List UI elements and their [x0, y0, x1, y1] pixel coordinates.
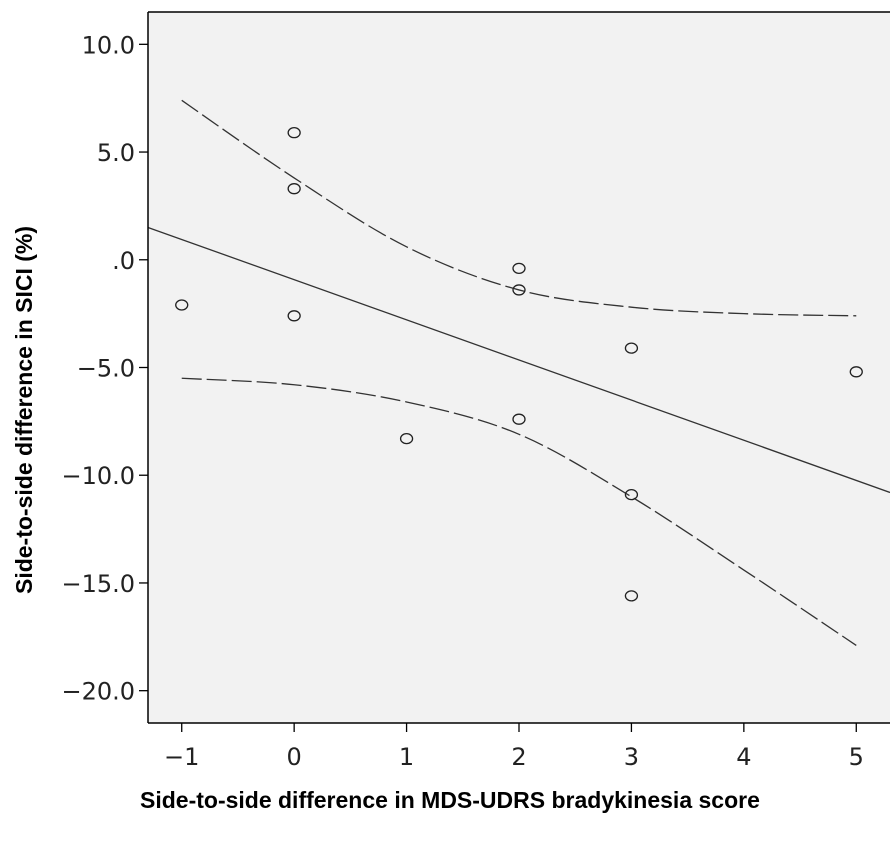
- data-point: [287, 127, 301, 139]
- ci-upper-line: [181, 99, 857, 317]
- data-point: [624, 488, 639, 501]
- ci-lower-line: [181, 377, 857, 646]
- data-point: [512, 284, 526, 296]
- data-point: [287, 310, 301, 322]
- x-tick-label: 2: [511, 743, 526, 771]
- y-tick-label: .0: [112, 247, 135, 275]
- x-axis-label: Side-to-side difference in MDS-UDRS brad…: [140, 787, 760, 813]
- axes-layer: 10.0 5.0 .0 −5.0 −10.0 −15.0 −20.0 −1 0 1 2 3 4 5: [61, 11, 890, 771]
- data-point: [175, 299, 189, 311]
- y-axis-label: Side-to-side difference in SICI (%): [11, 226, 37, 594]
- data-point: [287, 183, 301, 195]
- x-tick-label: 4: [736, 743, 751, 771]
- x-tick-label: 0: [287, 743, 302, 771]
- x-tick-label: −1: [164, 743, 199, 771]
- y-tick-label: −5.0: [77, 355, 135, 383]
- data-point: [399, 432, 414, 445]
- data-point: [512, 413, 526, 425]
- y-tick-label: −10.0: [61, 462, 135, 490]
- x-tick-label: 3: [624, 743, 639, 771]
- y-tick-label: −20.0: [61, 678, 135, 706]
- y-tick-label: 10.0: [82, 31, 135, 59]
- x-tick-label: 1: [399, 743, 414, 771]
- data-point: [624, 342, 639, 354]
- y-tick-label: 5.0: [97, 139, 135, 167]
- data-point: [624, 590, 639, 602]
- regression-line: [147, 226, 890, 494]
- data-point: [512, 262, 526, 275]
- data-point: [849, 366, 863, 378]
- y-tick-label: −15.0: [61, 570, 135, 598]
- x-tick-label: 5: [849, 743, 864, 771]
- data-points-layer: [175, 127, 863, 602]
- fit-lines-layer: [147, 99, 890, 646]
- plot-area: [148, 12, 890, 723]
